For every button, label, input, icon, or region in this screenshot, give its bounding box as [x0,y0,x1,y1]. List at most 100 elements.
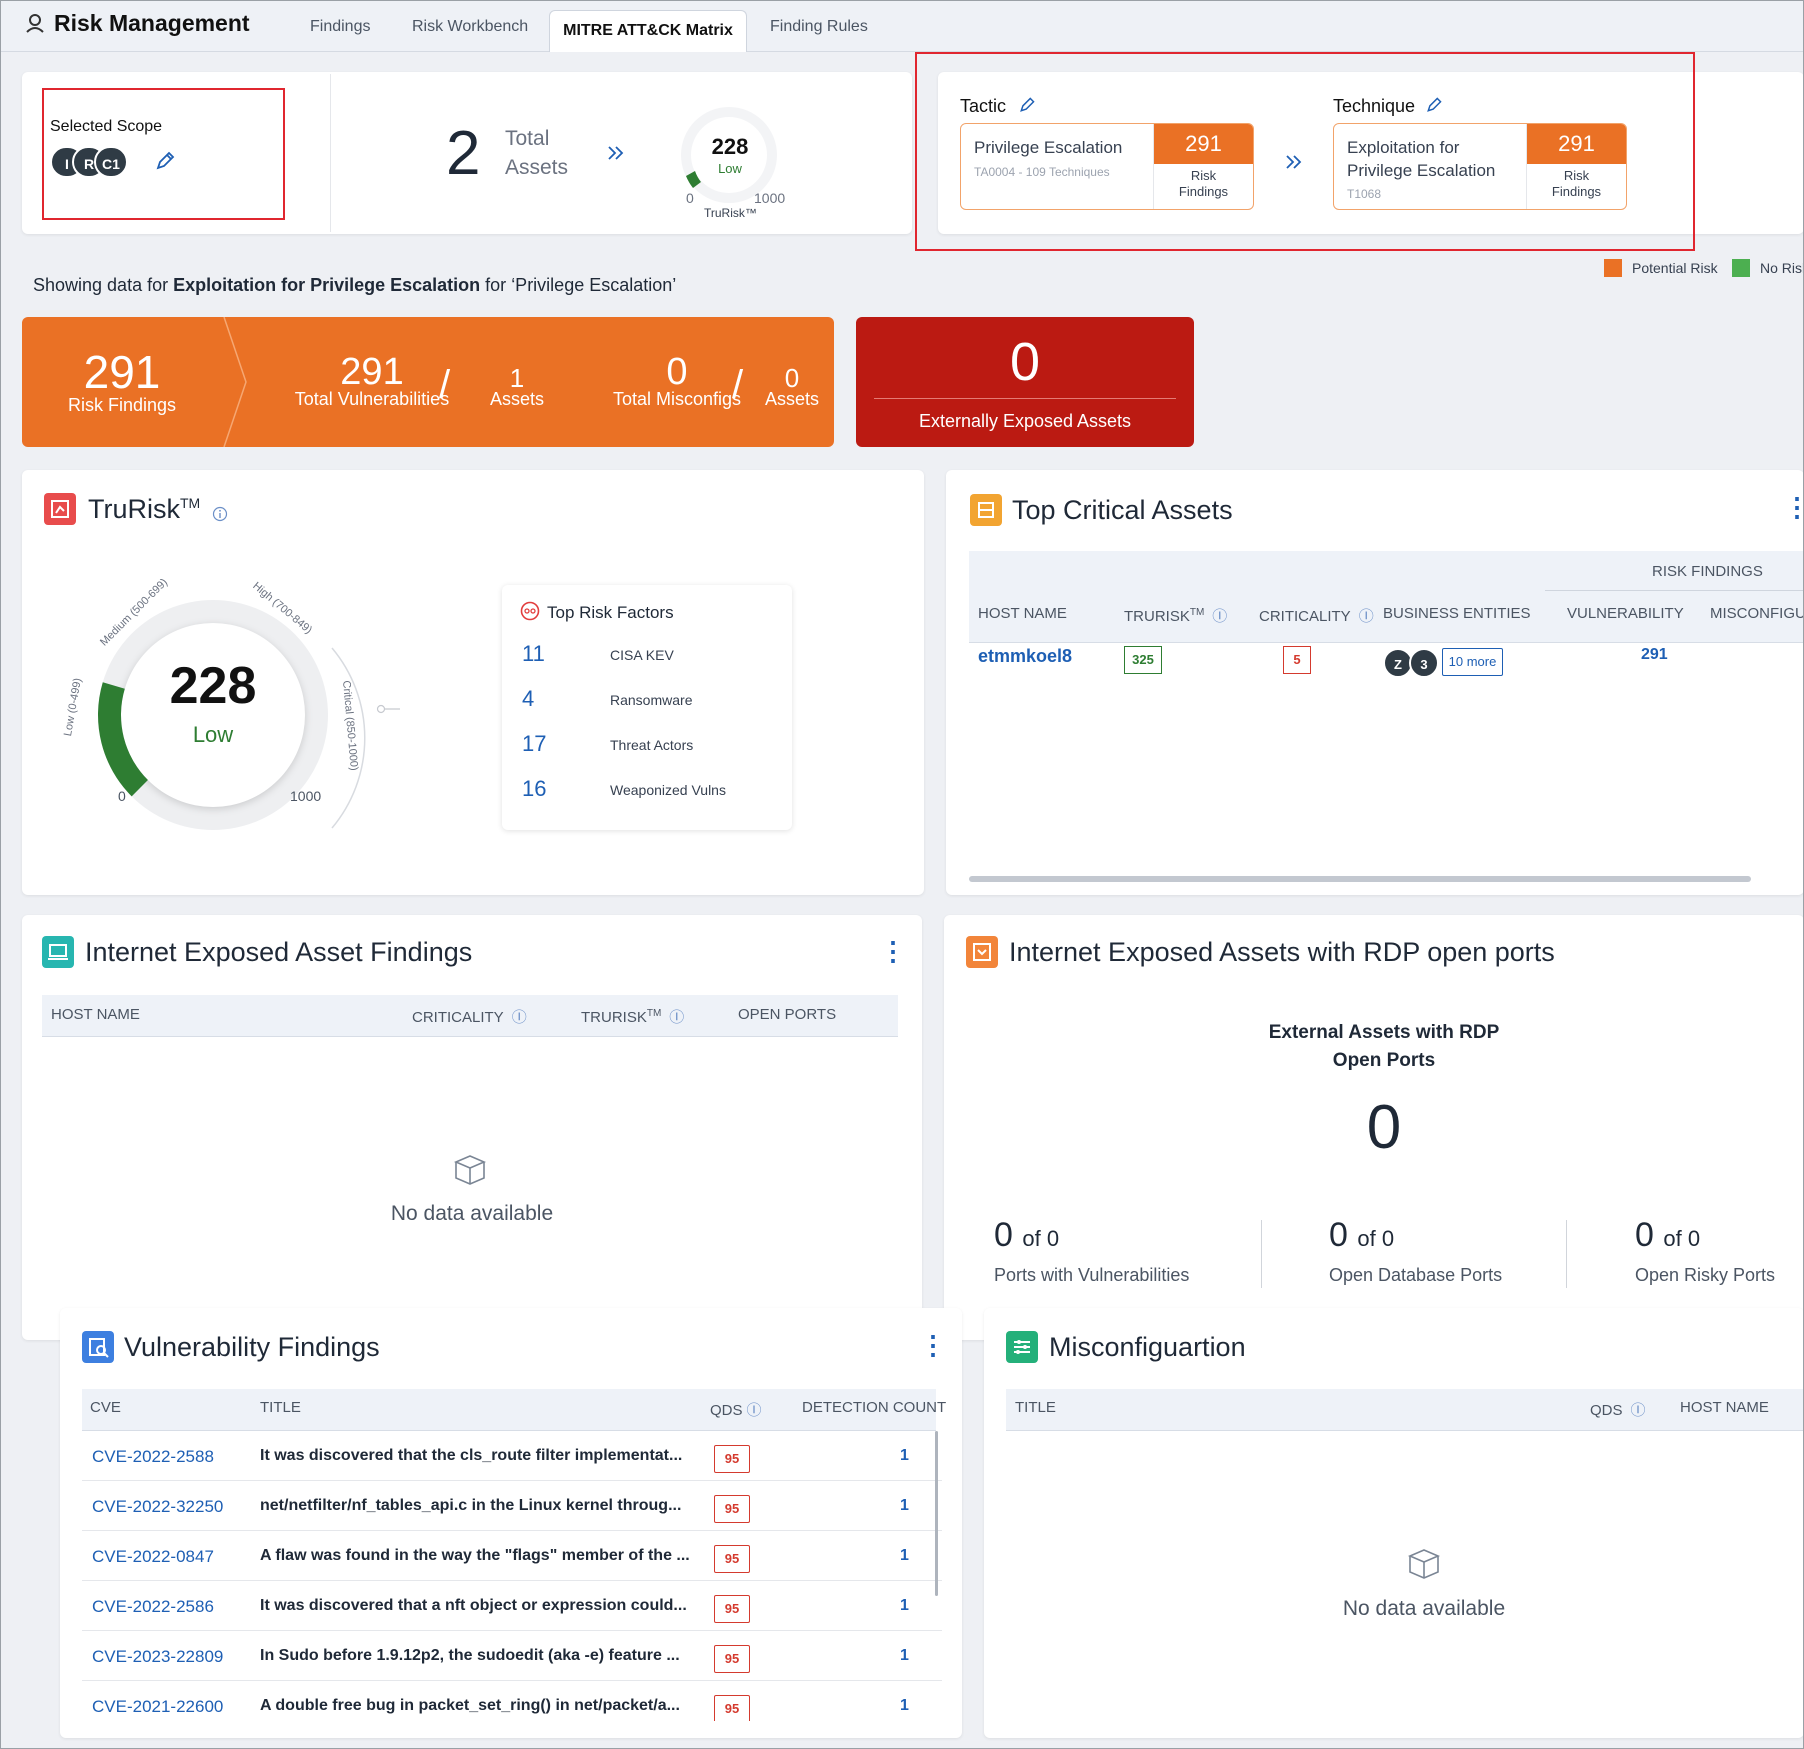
trurisk-badge: 325 [1124,646,1162,674]
vulnerability-count-link[interactable]: 291 [1641,646,1668,663]
tab-finding-rules[interactable]: Finding Rules [770,18,868,35]
divider [330,74,331,232]
empty-box-icon [453,1155,487,1185]
column-vulnerability[interactable]: VULNERABILITY [1567,605,1684,622]
more-options-icon[interactable]: ⋮ [920,1330,946,1360]
cve-link[interactable]: CVE-2023-22809 [92,1647,224,1666]
edit-tactic-icon[interactable] [1018,96,1036,114]
column-open-ports[interactable]: OPEN PORTS [738,1006,837,1023]
detection-count[interactable]: 1 [900,1597,909,1614]
factor-count[interactable]: 17 [522,731,547,756]
table-header [1006,1389,1804,1431]
cve-link[interactable]: CVE-2022-2586 [92,1597,214,1616]
info-icon[interactable]: ⓘ [1630,1402,1646,1419]
misconfig-assets-label: Assets [764,389,820,409]
trurisk-gauge [98,600,400,830]
table-row[interactable]: CVE-2022-0847 A flaw was found in the wa… [82,1531,942,1581]
more-options-icon[interactable]: ⋮ [880,936,906,966]
column-host-name[interactable]: HOST NAME [51,1006,140,1023]
stat-value-number: 0 [994,1216,1013,1254]
detection-count[interactable]: 1 [900,1647,909,1664]
vuln-title[interactable]: In Sudo before 1.9.12p2, the sudoedit (a… [260,1647,680,1664]
factor-count[interactable]: 11 [522,641,545,666]
detection-count[interactable]: 1 [900,1697,909,1714]
mini-trurisk-gauge [681,107,777,203]
exposed-assets-label: Externally Exposed Assets [918,411,1132,431]
column-business-entities[interactable]: BUSINESS ENTITIES [1383,605,1531,622]
vuln-title[interactable]: It was discovered that the cls_route fil… [260,1447,683,1464]
misconfig-assets-count: 0 [784,363,800,393]
criticality-badge: 5 [1283,646,1311,674]
technique-pill[interactable]: Exploitation for Privilege Escalation T1… [1333,123,1627,210]
cve-link[interactable]: CVE-2021-22600 [92,1697,224,1716]
column-detection-count[interactable]: DETECTION COUNT [802,1399,947,1416]
column-qds[interactable]: QDS ⓘ [1590,1399,1646,1420]
cve-link[interactable]: CVE-2022-32250 [92,1497,224,1516]
exposed-assets-banner[interactable]: 0 Externally Exposed Assets [856,317,1194,447]
more-options-icon[interactable]: ⋮ [1784,492,1804,522]
detection-count[interactable]: 1 [900,1497,909,1514]
info-icon[interactable] [212,506,228,522]
trurisk-value: 228 [169,657,257,715]
mini-gauge-min: 0 [686,190,694,206]
column-qds[interactable]: QDS ⓘ [710,1399,762,1420]
detection-count[interactable]: 1 [900,1447,909,1464]
cve-link[interactable]: CVE-2022-0847 [92,1547,214,1566]
vuln-title[interactable]: It was discovered that a nft object or e… [260,1597,687,1614]
tactic-pill[interactable]: Privilege Escalation TA0004 - 109 Techni… [960,123,1254,210]
factor-count[interactable]: 16 [522,776,547,801]
vuln-assets-label: Assets [489,389,545,409]
slash-divider: / [439,363,451,407]
column-host-name[interactable]: HOST NAME [978,605,1067,622]
total-misconfigs-count: 0 [666,351,688,393]
factor-label: Weaponized Vulns [610,782,726,798]
table-row[interactable]: CVE-2021-22600 A double free bug in pack… [82,1681,942,1721]
technique-count-label: Risk Findings [1527,168,1626,200]
horizontal-scrollbar[interactable] [969,876,1751,882]
tab-mitre-attack-matrix[interactable]: MITRE ATT&CK Matrix [549,10,747,52]
edit-technique-icon[interactable] [1425,96,1443,114]
trurisk-icon [44,493,76,525]
table-row[interactable]: CVE-2023-22809 In Sudo before 1.9.12p2, … [82,1631,942,1681]
technique-heading: Technique [1333,96,1416,116]
info-icon[interactable]: ⓘ [1212,608,1228,625]
column-criticality[interactable]: CRITICALITY ⓘ [1259,605,1374,626]
detection-count[interactable]: 1 [900,1547,909,1564]
vuln-title[interactable]: net/netfilter/nf_tables_api.c in the Lin… [260,1497,682,1514]
info-icon[interactable]: ⓘ [746,1402,762,1419]
more-entities-button[interactable]: 10 more [1442,648,1503,676]
info-icon[interactable]: ⓘ [1358,608,1374,625]
column-host-name[interactable]: HOST NAME [1680,1399,1769,1416]
info-icon[interactable]: ⓘ [669,1009,685,1026]
rdp-subtitle: Open Ports [1332,1050,1436,1071]
divider [874,398,1176,399]
info-icon[interactable]: ⓘ [511,1009,527,1026]
vuln-title[interactable]: A flaw was found in the way the "flags" … [260,1547,690,1564]
cve-link[interactable]: CVE-2022-2588 [92,1447,214,1466]
table-row[interactable]: CVE-2022-2586 It was discovered that a n… [82,1581,942,1631]
stat-value: 0 of 0 [1329,1216,1394,1255]
column-qds-label: QDS [710,1402,743,1419]
column-misconfiguration[interactable]: MISCONFIGURA [1710,605,1804,622]
total-assets-label: Total [505,127,550,150]
vertical-scrollbar[interactable] [935,1431,938,1596]
app-logo-icon [26,14,44,33]
column-cve[interactable]: CVE [90,1399,121,1416]
column-criticality[interactable]: CRITICALITY ⓘ [412,1006,527,1027]
tab-risk-workbench[interactable]: Risk Workbench [412,18,529,35]
column-trurisk[interactable]: TRURISKTM ⓘ [581,1006,684,1027]
host-link[interactable]: etmmkoel8 [978,646,1073,666]
double-chevron-right-icon [1286,155,1302,169]
stat-label: Open Database Ports [1329,1265,1503,1285]
edit-scope-icon[interactable] [154,150,176,172]
vuln-title[interactable]: A double free bug in packet_set_ring() i… [260,1697,680,1714]
column-trurisk[interactable]: TRURISKTM ⓘ [1124,605,1227,626]
table-row[interactable]: CVE-2022-2588 It was discovered that the… [82,1431,942,1481]
tab-findings[interactable]: Findings [310,18,371,35]
table-row[interactable]: CVE-2022-32250 net/netfilter/nf_tables_a… [82,1481,942,1531]
misconfiguration-icon [1006,1331,1038,1363]
factor-count[interactable]: 4 [522,686,535,711]
column-title[interactable]: TITLE [260,1399,301,1416]
column-group-risk-findings: RISK FINDINGS [1652,563,1763,580]
column-title[interactable]: TITLE [1015,1399,1056,1416]
